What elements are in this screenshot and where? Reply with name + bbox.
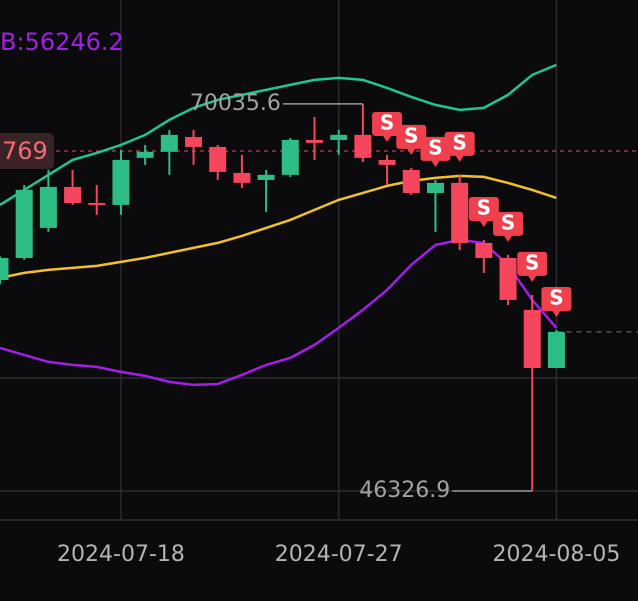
x-tick-label: 2024-08-05: [492, 542, 620, 567]
candle: [354, 103, 372, 162]
candle: [475, 240, 493, 273]
price-label-box: [0, 133, 54, 170]
candle: [378, 154, 396, 185]
candle: [136, 144, 154, 165]
sell-signal: S: [468, 196, 499, 227]
candle-body: [209, 146, 227, 172]
sell-signal: S: [372, 110, 403, 142]
sell-signal: S: [541, 285, 572, 317]
candle-body: [39, 186, 57, 228]
candle-body: [402, 169, 420, 193]
candle-body: [547, 331, 565, 368]
candle: [112, 149, 130, 215]
candle-body: [64, 186, 82, 203]
candle-body: [451, 182, 469, 243]
candle: [523, 294, 541, 491]
signal-label: S: [525, 250, 539, 274]
candle-body: [136, 151, 154, 158]
candle-body: [257, 174, 275, 180]
signal-badge: [420, 136, 451, 167]
candle-body: [499, 257, 517, 300]
signal-label: S: [428, 135, 442, 159]
sell-signal: S: [396, 123, 427, 155]
candle-body: [330, 134, 348, 140]
candle: [257, 169, 275, 212]
candle: [160, 129, 178, 175]
sell-signal: S: [420, 135, 451, 167]
candle: [64, 169, 82, 205]
candle: [0, 256, 9, 285]
x-tick-label: 2024-07-18: [57, 542, 185, 567]
candle-body: [426, 182, 444, 193]
signal-label: S: [380, 110, 394, 134]
candle: [233, 154, 251, 188]
x-tick-label: 2024-07-27: [275, 542, 403, 567]
signal-badge: [372, 111, 403, 142]
candle-body: [354, 134, 372, 158]
signal-label: S: [501, 210, 515, 234]
candle-body: [233, 172, 251, 183]
candle: [281, 137, 299, 177]
signal-label: S: [549, 285, 563, 309]
band-line: [0, 174, 557, 280]
signal-badge: [444, 131, 475, 162]
signal-badge: [541, 286, 572, 317]
candle-body: [160, 134, 178, 152]
candle: [306, 116, 323, 160]
candle-body: [112, 160, 130, 205]
candle: [499, 254, 517, 305]
candle-body: [378, 160, 396, 165]
candle: [547, 329, 565, 368]
signal-label: S: [404, 123, 418, 147]
candle-body: [281, 139, 299, 175]
price-label: 769: [2, 137, 48, 165]
candle-body: [523, 309, 541, 368]
legend-text: B:56246.2: [0, 28, 124, 56]
candle: [39, 169, 57, 232]
candle-body: [15, 189, 33, 258]
candle: [209, 144, 227, 180]
candle: [402, 167, 420, 195]
candle-body: [306, 139, 323, 143]
sell-signal: S: [444, 130, 475, 162]
sell-signal: S: [493, 210, 524, 242]
candle: [451, 174, 469, 250]
candle-body: [475, 242, 493, 258]
candle: [330, 129, 348, 155]
band-line: [0, 238, 558, 387]
signal-badge: [396, 124, 427, 155]
signal-label: S: [452, 130, 466, 154]
candle-body: [88, 202, 106, 205]
candle-body: [185, 136, 203, 147]
signal-badge: [517, 251, 548, 282]
band-line: [0, 63, 557, 206]
candle: [426, 179, 444, 232]
annotation-label: 46326.9: [359, 478, 450, 503]
candle: [15, 184, 33, 260]
annotation-label: 70035.6: [190, 91, 281, 116]
candle: [88, 184, 106, 215]
signal-label: S: [477, 196, 491, 220]
sell-signal: S: [517, 250, 548, 282]
signal-badge: [468, 197, 499, 227]
signal-badge: [493, 211, 524, 242]
candle: [185, 129, 203, 165]
candle-body: [0, 257, 9, 280]
